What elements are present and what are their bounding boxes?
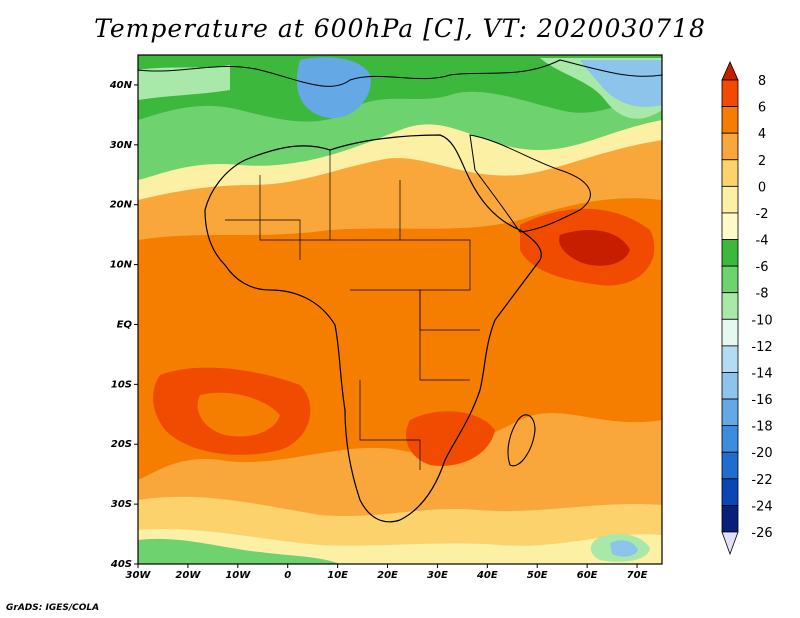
colorbar-box: [721, 79, 739, 107]
lon-tick-label: 60E: [577, 570, 598, 581]
colorbar-box: [721, 159, 739, 187]
colorbar-box: [721, 185, 739, 214]
europe-coastline: [137, 59, 663, 87]
colorbar-box: [721, 318, 739, 347]
lat-tick-label: 20N: [110, 200, 133, 211]
colorbar-label: -10: [751, 313, 772, 328]
colorbar-box: [721, 505, 739, 533]
colorbar-label: -18: [751, 420, 772, 435]
lat-tick-label: 10N: [110, 260, 133, 271]
lat-tick-label: 40N: [109, 80, 133, 91]
lon-tick-label: 10E: [327, 570, 348, 581]
colorbar-top-arrow: [721, 61, 739, 81]
lon-tick-label: 20E: [377, 570, 398, 581]
lon-tick-label: 70E: [627, 570, 648, 581]
colorbar-box: [721, 478, 739, 506]
arabia-outline: [469, 134, 591, 233]
lon-tick-label: 50E: [527, 570, 548, 581]
lat-tick-label: 10S: [111, 379, 132, 390]
colorbar-label: -24: [751, 499, 772, 514]
colorbar-label: -2: [756, 207, 769, 222]
latitude-axis: 40N 30N 20N 10N EQ 10S 20S 30S 40S: [109, 80, 138, 570]
colorbar-label: -4: [756, 234, 769, 249]
temperature-field: [138, 55, 662, 564]
colorbar-label: -8: [756, 287, 769, 302]
colorbar-label: -6: [756, 260, 769, 275]
colorbar-label: 2: [758, 154, 766, 169]
lon-tick-label: 0: [284, 570, 291, 581]
colorbar-label: -22: [751, 473, 772, 488]
map-frame: [137, 54, 663, 565]
country-borders: [225, 150, 480, 470]
colorbar-box: [721, 239, 739, 267]
madagascar-outline: [507, 414, 536, 467]
colorbar-box: [721, 292, 739, 320]
lon-tick-label: 10W: [225, 570, 251, 581]
lat-tick-label: 40S: [110, 559, 132, 570]
credit-label: GrADS: IGES/COLA: [6, 603, 100, 613]
lat-tick-label: 30S: [111, 499, 132, 510]
colorbar-label: -14: [751, 366, 772, 381]
map-title: Temperature at 600hPa [C], VT: 202003071…: [94, 14, 706, 43]
colorbar-label: 6: [758, 101, 766, 116]
colorbar-box: [721, 212, 739, 240]
africa-coastline: [204, 134, 542, 523]
lon-tick-label: 30E: [427, 570, 448, 581]
colorbar-box: [721, 345, 739, 373]
colorbar-label: -12: [751, 340, 772, 355]
colorbar-box: [721, 398, 739, 427]
colorbar-box: [721, 425, 739, 453]
colorbar-label: 8: [758, 74, 766, 89]
lat-tick-label: 20S: [111, 439, 132, 450]
colorbar: 8 6 4 2 0 -2 -4 -6 -8 -10 -12 -14 -16 -18 -20 -22 -24 -26: [721, 61, 773, 556]
lat-tick-label: EQ: [117, 319, 133, 330]
lon-tick-label: 20W: [175, 570, 201, 581]
colorbar-box: [721, 132, 739, 161]
colorbar-label: -26: [751, 526, 772, 541]
colorbar-label: 4: [758, 127, 766, 142]
colorbar-box: [721, 451, 739, 480]
colorbar-bottom-arrow: [721, 531, 739, 556]
colorbar-label: -16: [751, 393, 772, 408]
lat-tick-label: 30N: [110, 140, 133, 151]
colorbar-box: [721, 372, 739, 400]
colorbar-label: 0: [758, 180, 766, 195]
colorbar-box: [721, 265, 739, 294]
lon-tick-label: 40E: [476, 570, 498, 581]
longitude-axis: 30W 20W 10W 0 10E 20E 30E 40E 50E 60E 70E: [126, 564, 648, 581]
colorbar-label: -20: [751, 446, 772, 461]
colorbar-box: [721, 106, 739, 134]
lon-tick-label: 30W: [126, 570, 152, 581]
